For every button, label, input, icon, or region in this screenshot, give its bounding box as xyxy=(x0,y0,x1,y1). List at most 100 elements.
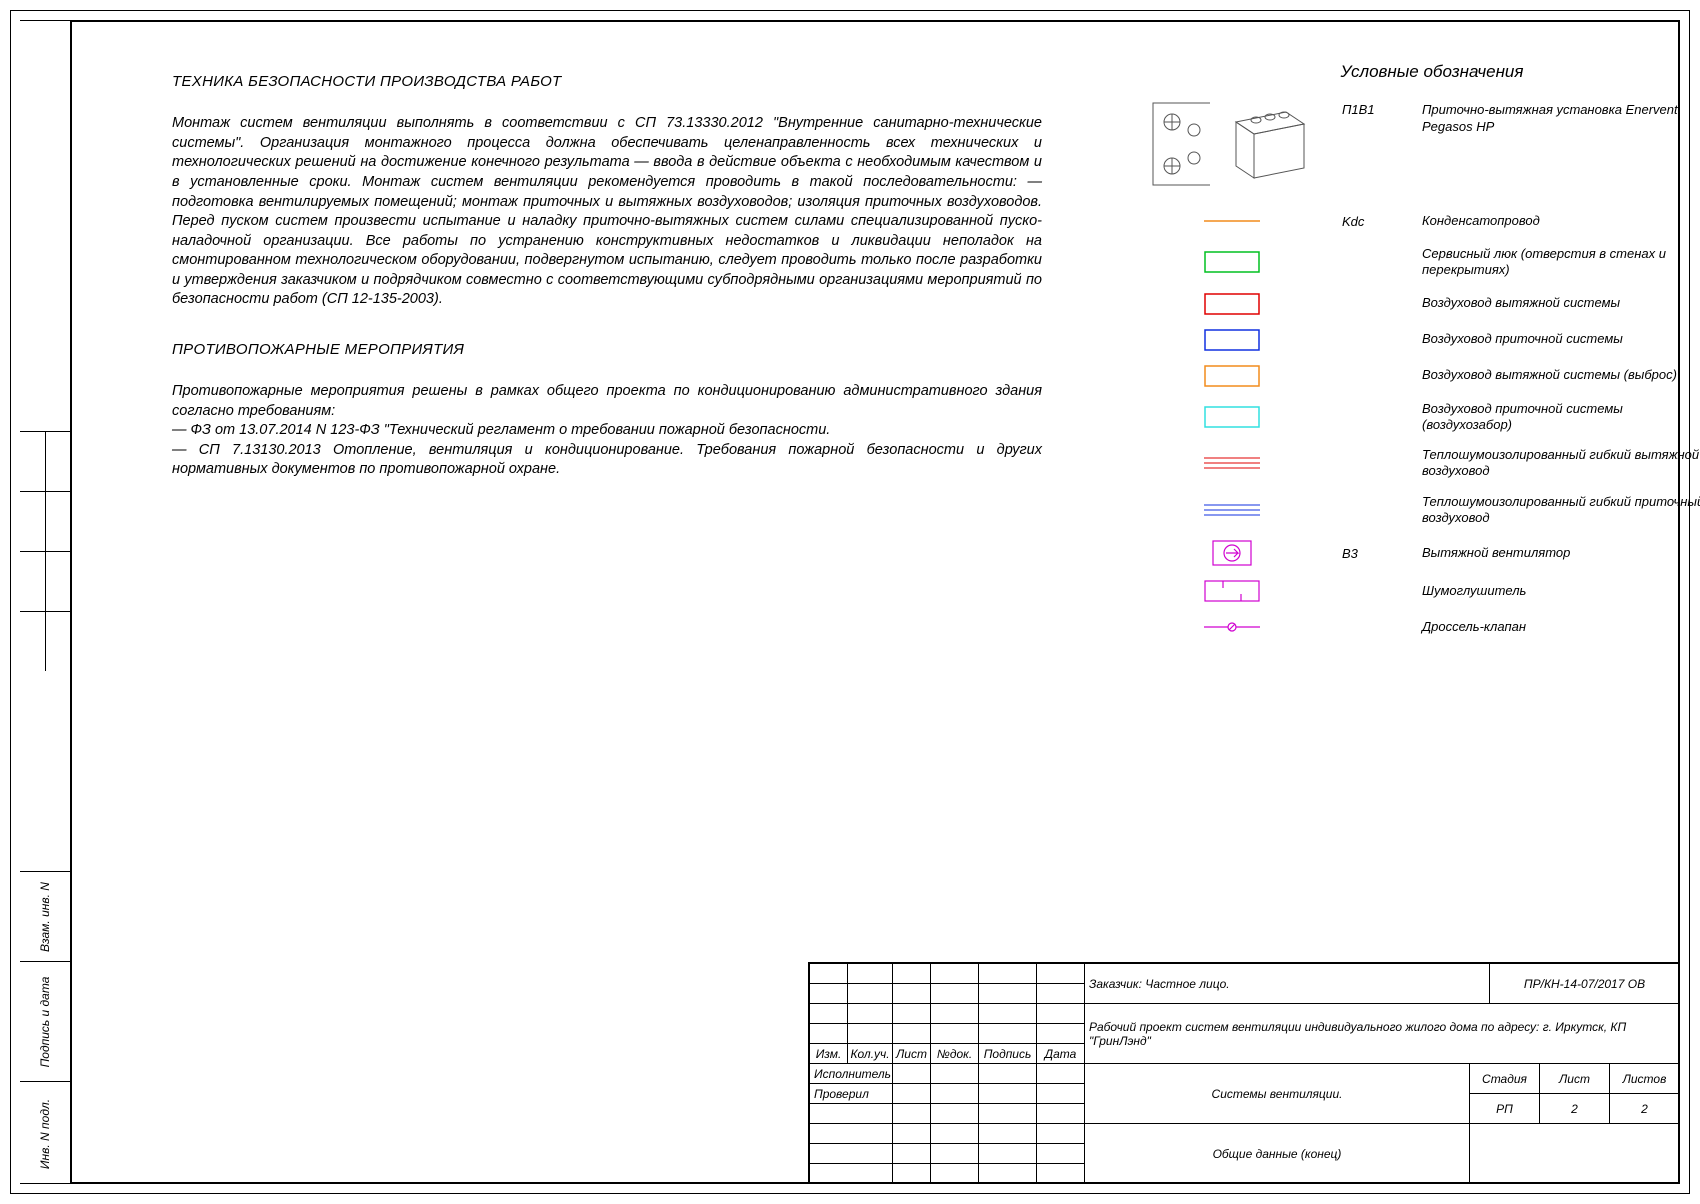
tb-cell: ПР/КН-14-07/2017 ОВ xyxy=(1490,964,1680,1004)
tb-cell: №док. xyxy=(931,1044,979,1064)
legend-code: Kdc xyxy=(1342,214,1392,229)
tb-cell xyxy=(1037,1004,1085,1024)
tb-cell xyxy=(810,1104,893,1124)
side-label: Взам. инв. N xyxy=(38,882,52,952)
tb-cell xyxy=(979,964,1037,984)
tb-cell xyxy=(1037,964,1085,984)
legend-row: Сервисный люк (отверстия в стенах и пере… xyxy=(1152,246,1700,279)
tb-cell: Стадия xyxy=(1470,1064,1540,1094)
legend-desc: Дроссель-клапан xyxy=(1422,619,1700,635)
tb-cell xyxy=(848,984,893,1004)
tb-cell xyxy=(979,1084,1037,1104)
tb-cell xyxy=(1037,984,1085,1004)
tb-cell xyxy=(848,1004,893,1024)
legend-desc: Сервисный люк (отверстия в стенах и пере… xyxy=(1422,246,1700,279)
tb-cell xyxy=(893,984,931,1004)
title-block: Изм.Кол.уч.Лист№док.ПодписьДатаИсполните… xyxy=(808,962,1678,1182)
tb-cell: Лист xyxy=(893,1044,931,1064)
side-label: Подпись и дата xyxy=(38,976,52,1067)
tb-cell: Лист xyxy=(1540,1064,1610,1094)
legend-desc: Воздуховод приточной системы (воздухозаб… xyxy=(1422,401,1700,434)
legend-row: Шумоглушитель xyxy=(1152,580,1700,602)
legend-symbol xyxy=(1152,102,1312,186)
legend-desc: Приточно-вытяжная установка Enervent Peg… xyxy=(1422,102,1700,136)
tb-cell xyxy=(848,964,893,984)
tb-cell xyxy=(931,964,979,984)
tb-cell xyxy=(893,964,931,984)
tb-cell xyxy=(979,1024,1037,1044)
legend-symbol xyxy=(1152,456,1312,470)
tb-cell xyxy=(893,1024,931,1044)
tb-cell xyxy=(979,1064,1037,1084)
tb-cell xyxy=(979,984,1037,1004)
tb-cell xyxy=(1470,1124,1680,1184)
tb-cell xyxy=(810,1144,893,1164)
legend-symbol xyxy=(1152,365,1312,387)
legend-desc: Конденсатопровод xyxy=(1422,213,1700,229)
tb-cell xyxy=(893,1124,931,1144)
tb-cell xyxy=(979,1164,1037,1184)
tb-cell xyxy=(931,1104,979,1124)
legend-row: П1В1 Приточно-вытяжная установка Enerven… xyxy=(1152,102,1700,192)
tb-cell xyxy=(931,1164,979,1184)
tb-cell xyxy=(931,1084,979,1104)
tb-cell: Проверил xyxy=(810,1084,893,1104)
tb-cell xyxy=(810,964,848,984)
legend-row: В3 Вытяжной вентилятор xyxy=(1152,540,1700,566)
tb-cell xyxy=(810,1124,893,1144)
tb-cell: Исполнитель xyxy=(810,1064,893,1084)
tb-cell xyxy=(931,1064,979,1084)
tb-cell: Заказчик: Частное лицо. xyxy=(1085,964,1490,1004)
paragraph-fire: Противопожарные мероприятия решены в рам… xyxy=(172,382,1042,480)
legend-symbol xyxy=(1152,540,1312,566)
legend-symbol xyxy=(1152,293,1312,315)
side-label: Инв. N подл. xyxy=(38,1098,52,1168)
tb-cell: Дата xyxy=(1037,1044,1085,1064)
tb-cell xyxy=(893,1164,931,1184)
tb-cell: Изм. xyxy=(810,1044,848,1064)
drawing-frame: ТЕХНИКА БЕЗОПАСНОСТИ ПРОИЗВОДСТВА РАБОТ … xyxy=(70,20,1680,1184)
tb-cell xyxy=(893,1004,931,1024)
legend-symbol xyxy=(1152,329,1312,351)
tb-cell xyxy=(893,1064,931,1084)
tb-cell: 2 xyxy=(1610,1094,1680,1124)
legend-desc: Шумоглушитель xyxy=(1422,583,1700,599)
legend-row: Воздуховод вытяжной системы xyxy=(1152,293,1700,315)
tb-cell xyxy=(931,1144,979,1164)
legend-desc: Воздуховод вытяжной системы xyxy=(1422,295,1700,311)
legend-symbol xyxy=(1152,503,1312,517)
tb-cell xyxy=(893,1084,931,1104)
legend-desc: Воздуховод приточной системы xyxy=(1422,331,1700,347)
legend-desc: Вытяжной вентилятор xyxy=(1422,545,1700,561)
tb-cell: Рабочий проект систем вентиляции индивид… xyxy=(1085,1004,1680,1064)
tb-cell xyxy=(979,1144,1037,1164)
tb-cell xyxy=(810,1164,893,1184)
tb-cell xyxy=(810,1024,848,1044)
binding-strip: Взам. инв. N Подпись и дата Инв. N подл. xyxy=(20,20,70,1184)
tb-cell xyxy=(893,1104,931,1124)
heading-safety: ТЕХНИКА БЕЗОПАСНОСТИ ПРОИЗВОДСТВА РАБОТ xyxy=(172,72,1042,92)
tb-cell xyxy=(848,1024,893,1044)
tb-cell xyxy=(1037,1144,1085,1164)
tb-cell xyxy=(1037,1064,1085,1084)
legend-row: Дроссель-клапан xyxy=(1152,616,1700,638)
legend-code: П1В1 xyxy=(1342,102,1392,117)
heading-fire: ПРОТИВОПОЖАРНЫЕ МЕРОПРИЯТИЯ xyxy=(172,340,1042,360)
legend-desc: Воздуховод вытяжной системы (выброс) xyxy=(1422,367,1700,383)
tb-cell xyxy=(1037,1084,1085,1104)
legend-row: Воздуховод вытяжной системы (выброс) xyxy=(1152,365,1700,387)
tb-cell xyxy=(1037,1124,1085,1144)
tb-cell xyxy=(1037,1104,1085,1124)
legend-symbol xyxy=(1152,622,1312,632)
legend-row: Теплошумоизолированный гибкий вытяжной в… xyxy=(1152,447,1700,480)
legend-row: Kdc Конденсатопровод xyxy=(1152,210,1700,232)
legend-symbol xyxy=(1152,406,1312,428)
tb-cell xyxy=(979,1124,1037,1144)
legend-symbol xyxy=(1152,251,1312,273)
tb-cell xyxy=(931,984,979,1004)
tb-cell xyxy=(1037,1164,1085,1184)
legend-desc: Теплошумоизолированный гибкий вытяжной в… xyxy=(1422,447,1700,480)
legend-title: Условные обозначения xyxy=(1152,62,1700,82)
tb-cell: Листов xyxy=(1610,1064,1680,1094)
legend-desc: Теплошумоизолированный гибкий приточный … xyxy=(1422,494,1700,527)
